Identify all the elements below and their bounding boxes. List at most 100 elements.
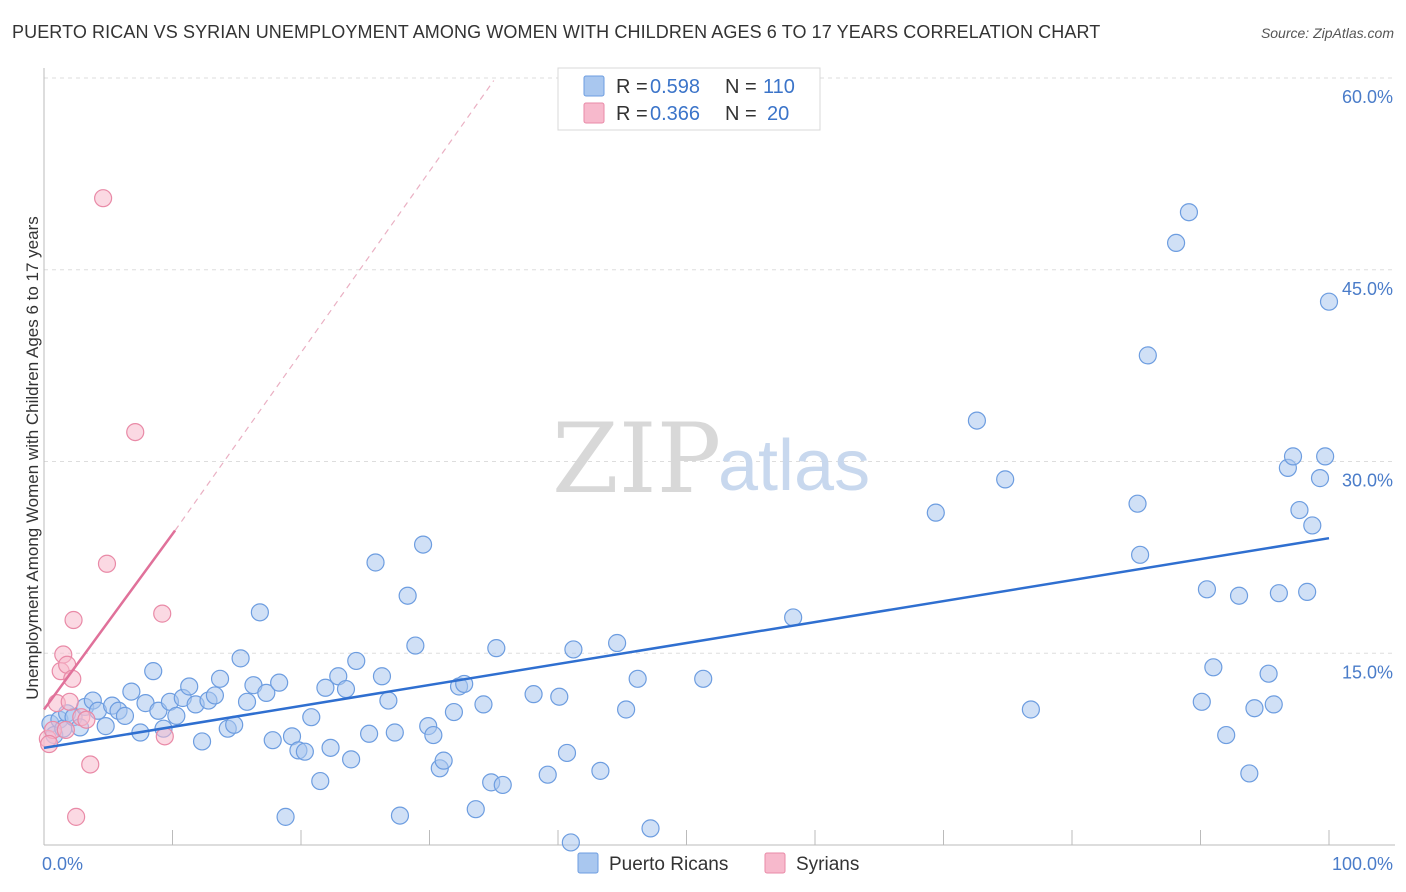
puerto-rican-point [608,633,627,653]
syrian-point [155,727,174,746]
bottom-legend: Puerto Ricans Syrians [577,852,859,875]
puerto-rican-point [550,687,569,706]
puerto-rican-point [192,732,212,751]
data-points [38,189,1339,852]
puerto-rican-point [493,775,512,795]
puerto-rican-point [302,708,321,727]
puerto-rican-point [115,706,135,725]
puerto-rican-point [561,833,580,852]
puerto-rican-point [1021,700,1040,719]
watermark: ZIP atlas [552,403,870,515]
puerto-rican-point [1128,494,1147,513]
bottom-legend-label-syrians: Syrians [796,854,859,875]
syrian-point [153,604,172,623]
puerto-rican-point [1283,447,1303,466]
bottom-legend-label-puerto-ricans: Puerto Ricans [609,854,728,875]
y-tick-label: 30.0% [1342,471,1393,491]
puerto-rican-point [487,639,506,658]
puerto-rican-point [366,553,385,572]
puerto-rican-point [1319,292,1339,311]
puerto-rican-point [406,636,425,655]
puerto-rican-point [1240,764,1259,783]
puerto-rican-point [167,706,186,725]
puerto-rican-point [1197,580,1217,599]
puerto-rican-point [385,723,404,742]
puerto-rican-point [390,806,410,825]
puerto-rican-point [617,700,636,719]
puerto-rican-point [1138,346,1157,365]
puerto-rican-point [591,761,610,780]
puerto-rican-point [372,667,392,686]
puerto-rican-point [1310,469,1330,488]
puerto-rican-point [180,677,199,696]
puerto-rican-point [144,662,163,681]
puerto-rican-point [311,771,330,791]
puerto-rican-point [967,411,987,430]
puerto-rican-point [316,678,335,697]
y-axis-label: Unemployment Among Women with Children A… [23,216,42,700]
puerto-rican-point [270,673,289,692]
puerto-rican-point [250,603,269,622]
syrian-trend-line-extension [174,80,495,531]
x-tick-label: 100.0% [1332,854,1393,874]
puerto-rican-point [564,640,583,659]
syrian-point [97,554,117,573]
bottom-legend-swatch-syrians [764,852,786,874]
puerto-rican-point [347,651,366,671]
puerto-rican-point [1245,699,1264,718]
puerto-rican-point [1269,584,1288,603]
axes [43,68,1395,846]
puerto-rican-point [474,695,493,714]
y-tick-label: 45.0% [1342,279,1393,299]
legend: R = 0.598 N = 110 R = 0.366 N = 20 [557,67,821,131]
puerto-rican-point [263,731,282,750]
puerto-rican-point [694,669,713,688]
bottom-legend-swatch-puerto-ricans [577,852,599,874]
puerto-rican-point [1229,586,1249,605]
puerto-rican-point [641,819,660,838]
puerto-rican-point [231,649,250,668]
legend-n-label-1: N = [725,76,757,98]
puerto-rican-point [1217,725,1236,745]
puerto-rican-point [122,682,141,701]
puerto-rican-point [210,669,230,688]
y-tick-label: 60.0% [1342,87,1393,107]
chart-source: Source: ZipAtlas.com [1260,25,1394,41]
puerto-rican-point [1192,692,1211,711]
puerto-rican-point [1264,695,1283,714]
syrian-point [56,720,75,740]
syrian-point [94,189,113,208]
y-tick-label: 15.0% [1342,662,1393,682]
puerto-rican-point [1131,545,1150,564]
syrian-trend-line [42,529,177,711]
trend-lines [42,80,1330,750]
puerto-rican-point [342,750,361,769]
legend-r-value-1: 0.598 [650,76,700,98]
legend-swatch-syrians [583,102,605,124]
puerto-rican-point [413,535,433,554]
puerto-rican-point [276,807,295,826]
puerto-rican-point [444,702,464,722]
puerto-rican-point [205,686,225,705]
syrian-point [81,755,100,774]
legend-r-label-2: R = [616,103,648,125]
puerto-rican-point [1298,582,1317,601]
puerto-rican-point [379,691,398,710]
puerto-rican-point [1316,447,1335,466]
legend-n-value-2: 20 [767,103,789,125]
puerto-rican-point [96,717,115,736]
x-tick-label: 0.0% [42,854,83,874]
puerto-rican-point [1204,658,1223,677]
puerto-rican-point [434,751,453,770]
puerto-rican-point [398,586,417,605]
puerto-rican-point [1303,516,1322,535]
puerto-rican-point [557,743,577,763]
puerto-rican-point [524,685,543,704]
gridlines [44,77,1395,654]
puerto-rican-point [996,470,1015,489]
puerto-rican-point [336,679,356,699]
syrian-point [77,710,96,729]
syrian-point [40,734,59,754]
syrian-point [126,422,145,442]
